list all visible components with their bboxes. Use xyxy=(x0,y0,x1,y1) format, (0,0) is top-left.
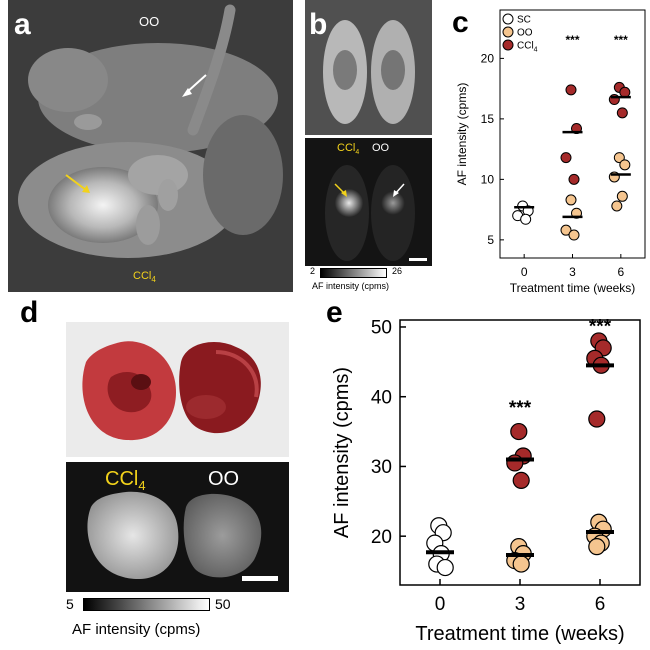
data-point-ccl4 xyxy=(568,173,580,185)
data-point-oo xyxy=(619,159,631,171)
panel-letter-e: e xyxy=(326,296,343,329)
y-tick-label: 5 xyxy=(487,233,494,247)
data-point-oo xyxy=(616,190,628,202)
x-tick-label: 3 xyxy=(569,265,576,279)
photo-b-top xyxy=(305,0,432,135)
data-point-ccl4 xyxy=(619,86,631,98)
panel-letter-d: d xyxy=(20,296,39,329)
label-oo-a: OO xyxy=(139,14,160,29)
legend-marker-oo xyxy=(502,26,514,38)
data-point-sc xyxy=(520,213,532,225)
photo-b-bottom xyxy=(305,138,432,266)
label-ccl4-a: CCl4 xyxy=(133,270,156,285)
colorbar-d xyxy=(83,598,210,611)
data-point-oo xyxy=(512,555,530,573)
panel-letter-a: a xyxy=(14,8,31,41)
data-point-ccl4 xyxy=(512,471,530,489)
data-point-oo xyxy=(588,538,606,556)
significance-marker: *** xyxy=(614,33,628,47)
scale-bar-d xyxy=(242,576,278,581)
legend-label-ccl4: CCl4 xyxy=(517,41,538,54)
data-point-ccl4 xyxy=(510,422,528,441)
y-tick-label: 20 xyxy=(481,52,495,66)
photo-a-mice xyxy=(8,0,293,292)
data-point-ccl4 xyxy=(616,107,628,119)
photo-d-fluorescence xyxy=(66,462,289,592)
significance-marker: *** xyxy=(589,317,612,338)
y-tick-label: 40 xyxy=(371,387,392,408)
data-point-ccl4 xyxy=(506,454,524,472)
data-point-oo xyxy=(560,224,572,236)
colorbar-d-max: 50 xyxy=(215,596,231,612)
significance-marker: *** xyxy=(565,33,579,47)
y-tick-label: 10 xyxy=(481,173,495,187)
chart-e: 20 30 40 50 0 3 6 Treatment time (weeks) AF inte… xyxy=(331,317,641,645)
label-oo-d: OO xyxy=(208,468,240,490)
colorbar-d-label: AF intensity (cpms) xyxy=(72,621,201,638)
label-oo-b: OO xyxy=(372,142,390,154)
data-point-oo xyxy=(565,194,577,206)
arrow-ccl4-a xyxy=(65,174,87,191)
y-tick-label: 20 xyxy=(371,527,392,548)
data-point-ccl4 xyxy=(560,152,572,164)
label-ccl4-d: CCl4 xyxy=(105,468,146,493)
data-point-oo xyxy=(611,200,623,212)
x-tick-label: 0 xyxy=(521,265,528,279)
colorbar-b-max: 26 xyxy=(392,266,403,276)
data-point-ccl4 xyxy=(588,410,606,428)
colorbar-b-min: 2 xyxy=(310,266,316,276)
colorbar-d-min: 5 xyxy=(66,596,74,612)
x-tick-label: 0 xyxy=(435,594,446,615)
x-tick-label: 6 xyxy=(617,265,624,279)
significance-marker: *** xyxy=(509,398,532,419)
x-tick-label: 3 xyxy=(515,594,526,615)
colorbar-b xyxy=(320,268,387,278)
data-point-oo xyxy=(568,229,580,241)
chart-c: 5 10 15 20 0 3 6 Treatment time (weeks) AF inten… xyxy=(455,9,646,295)
x-axis-label: Treatment time (weeks) xyxy=(510,281,636,295)
y-tick-label: 30 xyxy=(371,457,392,478)
label-ccl4-b: CCl4 xyxy=(337,142,360,157)
y-tick-label: 50 xyxy=(371,318,392,339)
mice-illustration-a xyxy=(8,0,293,292)
legend-label-sc: SC xyxy=(517,15,531,26)
data-point-sc xyxy=(436,558,454,577)
legend-label-oo: OO xyxy=(517,28,533,39)
x-tick-label: 6 xyxy=(595,594,606,615)
y-tick-label: 15 xyxy=(481,112,495,126)
colorbar-b-label: AF intensity (cpms) xyxy=(312,281,390,291)
legend-marker-sc xyxy=(502,13,514,25)
panel-letter-c: c xyxy=(452,6,469,39)
data-point-oo xyxy=(613,152,625,164)
panel-letter-b: b xyxy=(309,8,328,41)
scale-bar-b xyxy=(409,258,427,261)
legend-marker-ccl4 xyxy=(502,39,514,51)
data-point-ccl4 xyxy=(565,84,577,96)
photo-d-livers xyxy=(66,322,289,457)
y-axis-label: AF intensity (cpms) xyxy=(455,83,469,186)
y-axis-label: AF intensity (cpms) xyxy=(331,367,353,538)
x-axis-label: Treatment time (weeks) xyxy=(415,623,624,645)
